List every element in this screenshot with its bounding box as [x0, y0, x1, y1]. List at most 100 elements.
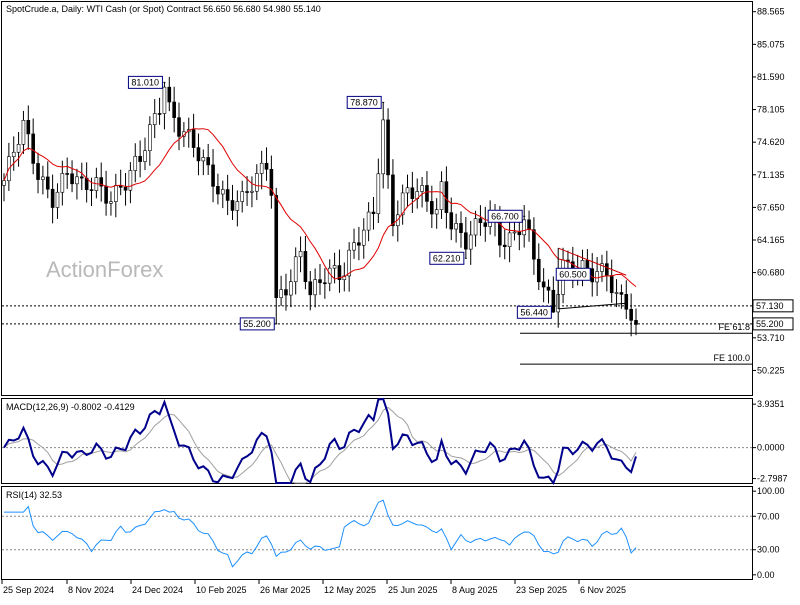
candle-body — [376, 173, 381, 215]
candle-body — [517, 231, 522, 236]
x-axis-label: 25 Jun 2025 — [388, 585, 438, 595]
candle-body — [352, 242, 356, 251]
candle-body — [381, 119, 386, 175]
candle-body — [522, 219, 526, 236]
price-axis-label: 85.075 — [757, 39, 785, 49]
candle-body — [50, 188, 55, 208]
macd-panel-frame — [1, 398, 753, 484]
candle-body — [405, 187, 410, 194]
candle-body — [619, 292, 624, 295]
candle-body — [89, 189, 94, 191]
lower-trendline — [558, 302, 627, 310]
price-axis-label: 60.680 — [757, 268, 785, 278]
rsi-axis-label: 70.00 — [757, 511, 780, 521]
candle-body — [313, 279, 317, 296]
candle-body — [133, 156, 138, 171]
rsi-line — [4, 499, 637, 568]
candle-body — [172, 101, 176, 118]
candle-body — [507, 232, 512, 248]
x-axis-label: 6 Nov 2025 — [580, 585, 626, 595]
candle-body — [36, 163, 40, 180]
candle-body — [162, 86, 167, 114]
header-text: SpotCrude.a, Daily: WTI Cash (or Spot) C… — [6, 4, 321, 14]
moving-average-line — [3, 128, 637, 287]
upper-trendline — [558, 247, 627, 276]
candle-body — [26, 120, 31, 135]
candle-body — [357, 242, 361, 246]
candle-body — [590, 268, 595, 283]
candle-body — [148, 124, 152, 151]
candle-body — [230, 200, 235, 211]
candle-body — [216, 186, 220, 195]
header-ohlc: 56.650 56.680 54.980 55.140 — [203, 4, 321, 14]
candle-body — [75, 176, 79, 185]
candle-body — [327, 267, 332, 284]
candle-body — [536, 258, 541, 283]
price-label-box — [239, 317, 275, 331]
price-axis-label: 50.225 — [757, 365, 785, 375]
candle-body — [65, 173, 69, 175]
candle-body — [201, 157, 206, 162]
candle-body — [624, 294, 629, 310]
x-axis-label: 23 Sep 2025 — [516, 585, 567, 595]
candle-body — [128, 170, 133, 191]
candle-body — [60, 173, 65, 193]
candle-body — [483, 222, 488, 227]
candle-body — [284, 289, 288, 296]
price-label-text: 66.700 — [491, 211, 519, 221]
rsi-axis-label: 100.00 — [757, 486, 785, 496]
candle-body — [449, 212, 454, 230]
macd-title: MACD(12,26,9) -0.8002 -0.4129 — [6, 402, 135, 412]
candle-body — [264, 162, 269, 170]
macd-line — [3, 397, 637, 486]
projection-label: FE 100.0 — [713, 353, 750, 363]
candle-body — [400, 192, 405, 216]
rsi-title: RSI(14) 32.53 — [6, 490, 62, 500]
candle-body — [468, 234, 473, 250]
header-symbol: SpotCrude.a, Daily: — [6, 4, 84, 14]
candle-body — [250, 190, 254, 193]
candle-body — [512, 231, 517, 234]
price-label-box — [516, 305, 552, 319]
candle-body — [138, 156, 142, 162]
candle-body — [410, 187, 415, 199]
macd-signal-line — [3, 406, 637, 484]
candle-body — [332, 265, 337, 269]
macd-axis-label: 0.0000 — [757, 443, 785, 453]
candle-body — [45, 176, 50, 190]
candle-body — [289, 281, 293, 296]
candle-body — [551, 289, 556, 313]
candle-body — [595, 271, 599, 283]
candle-body — [425, 185, 429, 202]
price-label-text: 55.200 — [243, 319, 271, 329]
candle-body — [347, 249, 351, 277]
candle-body — [614, 292, 619, 294]
candle-body — [634, 320, 638, 325]
price-label-text: 78.870 — [350, 97, 378, 107]
candle-body — [143, 150, 147, 162]
x-axis-label: 10 Feb 2025 — [196, 585, 247, 595]
candle-body — [274, 195, 279, 298]
candle-body — [541, 281, 546, 288]
candle-body — [167, 86, 172, 103]
candle-body — [609, 275, 614, 294]
candle-body — [361, 229, 366, 246]
macd-axis-label: -2.7987 — [757, 474, 788, 484]
price-label-box — [555, 267, 591, 281]
candle-body — [191, 129, 196, 148]
candle-body — [478, 218, 483, 224]
candle-body — [371, 211, 376, 215]
candle-body — [502, 244, 507, 248]
candle-body — [157, 113, 162, 115]
candle-body — [31, 133, 35, 164]
price-axis-label: 78.105 — [757, 105, 785, 115]
candle-body — [366, 211, 371, 231]
candle-body — [79, 176, 84, 179]
candle-body — [303, 251, 308, 283]
candle-body — [55, 191, 60, 208]
candle-body — [439, 181, 444, 210]
candle-body — [245, 191, 249, 193]
candle-body — [532, 229, 536, 260]
price-label-box — [487, 209, 523, 223]
rsi-axis-label: 30.00 — [757, 545, 780, 555]
